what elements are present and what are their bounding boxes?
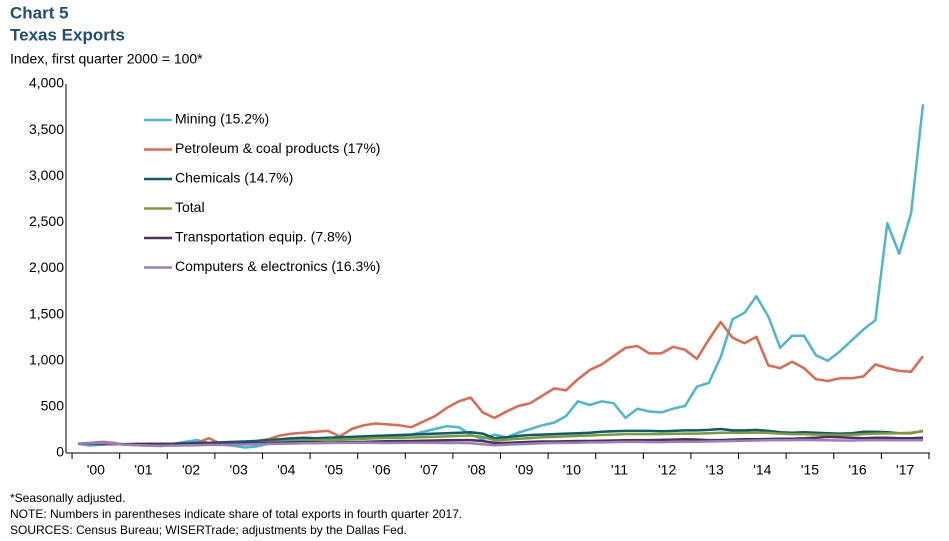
series-line [77, 427, 924, 446]
x-tick-label: '09 [515, 462, 533, 478]
y-tick-label: 1,000 [29, 351, 64, 367]
legend-label: Chemicals (14.7%) [175, 170, 293, 186]
x-tick-label: '00 [87, 462, 105, 478]
x-tick-label: '06 [372, 462, 390, 478]
y-tick-label: 2,500 [29, 213, 64, 229]
x-tick-label: '17 [896, 462, 914, 478]
note: SOURCES: Census Bureau; WISERTrade; adju… [10, 523, 407, 537]
y-tick-label: 3,000 [29, 167, 64, 183]
x-tick-label: '15 [801, 462, 819, 478]
x-tick-label: '08 [468, 462, 486, 478]
legend-label: Computers & electronics (16.3%) [175, 258, 380, 274]
x-tick-label: '12 [658, 462, 676, 478]
x-tick-label: '13 [706, 462, 724, 478]
note: *Seasonally adjusted. [10, 491, 125, 505]
y-tick-label: 2,000 [29, 259, 64, 275]
x-tick-label: '14 [753, 462, 771, 478]
x-tick-label: '07 [420, 462, 438, 478]
x-tick-label: '02 [182, 462, 200, 478]
note: NOTE: Numbers in parentheses indicate sh… [10, 507, 462, 521]
x-tick-label: '01 [134, 462, 152, 478]
x-tick-label: '03 [230, 462, 248, 478]
y-tick-label: 3,500 [29, 121, 64, 137]
chart-title: Chart 5 [10, 3, 69, 22]
y-tick-label: 4,000 [29, 75, 64, 91]
series-line [77, 320, 924, 446]
x-tick-label: '05 [325, 462, 343, 478]
legend-label: Mining (15.2%) [175, 111, 269, 127]
x-tick-label: '16 [848, 462, 866, 478]
y-tick-label: 500 [41, 398, 65, 414]
x-tick-label: '04 [277, 462, 295, 478]
legend-label: Petroleum & coal products (17%) [175, 140, 380, 156]
legend-label: Transportation equip. (7.8%) [175, 229, 352, 245]
y-tick-label: 1,500 [29, 305, 64, 321]
y-axis-label: Index, first quarter 2000 = 100* [10, 51, 203, 67]
legend-label: Total [175, 199, 205, 215]
x-tick-label: '11 [611, 462, 628, 478]
y-tick-label: 0 [56, 444, 64, 460]
chart-subtitle: Texas Exports [10, 25, 125, 44]
x-tick-label: '10 [563, 462, 581, 478]
series-line [77, 438, 924, 448]
